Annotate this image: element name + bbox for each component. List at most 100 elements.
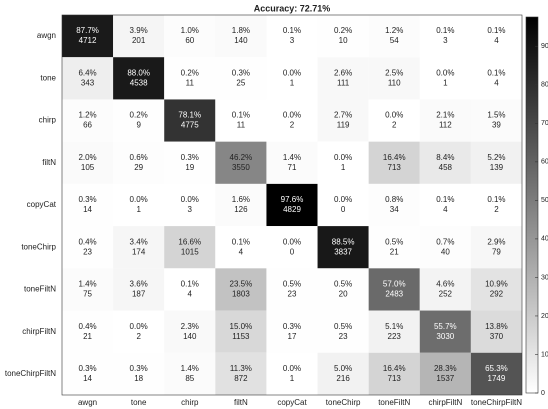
cell bbox=[266, 15, 318, 58]
cell bbox=[113, 15, 165, 58]
cell-percent: 1.6% bbox=[232, 195, 250, 204]
cell-count: 14 bbox=[83, 374, 92, 383]
cell-percent: 46.2% bbox=[230, 153, 253, 162]
cell-percent: 2.3% bbox=[181, 322, 199, 331]
cell-count: 14 bbox=[83, 205, 92, 214]
cell-percent: 8.4% bbox=[436, 153, 454, 162]
cell-count: 66 bbox=[83, 121, 92, 130]
colorbar-tick-label: 90 bbox=[541, 43, 548, 50]
cell bbox=[470, 99, 522, 142]
cell-count: 3 bbox=[290, 36, 295, 45]
cell-count: 20 bbox=[339, 290, 348, 299]
cell bbox=[215, 141, 267, 184]
cell-count: 3837 bbox=[334, 247, 352, 256]
cell-percent: 0.3% bbox=[181, 153, 199, 162]
cell-percent: 1.5% bbox=[487, 111, 505, 120]
cell-percent: 0.0% bbox=[181, 195, 199, 204]
cell-percent: 65.3% bbox=[485, 364, 508, 373]
cell-count: 75 bbox=[83, 290, 92, 299]
cell-count: 85 bbox=[185, 374, 194, 383]
cell-count: 4 bbox=[188, 290, 193, 299]
cell-count: 4829 bbox=[283, 205, 301, 214]
cell bbox=[113, 99, 165, 142]
cell-count: 112 bbox=[439, 121, 452, 130]
cell-count: 2 bbox=[494, 205, 499, 214]
y-tick-label: awgn bbox=[37, 31, 56, 40]
cell-count: 3030 bbox=[436, 332, 454, 341]
cell-count: 0 bbox=[341, 205, 346, 214]
cell-count: 105 bbox=[81, 163, 95, 172]
chart-title: Accuracy: 72.71% bbox=[254, 3, 331, 13]
cell bbox=[266, 141, 318, 184]
cell-count: 25 bbox=[236, 78, 245, 87]
y-tick-label: toneFiltN bbox=[24, 285, 56, 294]
cell-percent: 0.3% bbox=[78, 364, 96, 373]
cell bbox=[164, 310, 216, 353]
cell-percent: 78.1% bbox=[178, 111, 201, 120]
x-tick-label: chirp bbox=[181, 398, 199, 407]
cell-count: 39 bbox=[492, 121, 501, 130]
cell bbox=[215, 99, 267, 142]
cell bbox=[164, 141, 216, 184]
cell-count: 4 bbox=[239, 247, 244, 256]
cell bbox=[266, 57, 318, 100]
cell-percent: 87.7% bbox=[76, 26, 99, 35]
cell bbox=[419, 268, 471, 311]
cell-percent: 0.5% bbox=[334, 322, 352, 331]
cell bbox=[266, 99, 318, 142]
cell-count: 3550 bbox=[232, 163, 250, 172]
y-tick-label: toneChirpFiltN bbox=[5, 369, 56, 378]
cell-percent: 88.0% bbox=[127, 68, 150, 77]
cell-count: 140 bbox=[234, 36, 248, 45]
cell bbox=[215, 57, 267, 100]
cell-count: 1153 bbox=[232, 332, 250, 341]
cell-percent: 2.0% bbox=[78, 153, 96, 162]
cell bbox=[164, 15, 216, 58]
colorbar-tick-label: 50 bbox=[541, 197, 548, 204]
cell-count: 187 bbox=[132, 290, 146, 299]
cell-count: 4 bbox=[494, 78, 499, 87]
cell-count: 4775 bbox=[181, 121, 199, 130]
cell bbox=[113, 268, 165, 311]
colorbar-tick-label: 30 bbox=[541, 274, 548, 281]
cell bbox=[368, 99, 420, 142]
y-tick-label: chirpFiltN bbox=[22, 327, 56, 336]
cell-percent: 23.5% bbox=[230, 280, 253, 289]
cell-percent: 10.9% bbox=[485, 280, 508, 289]
y-tick-label: chirp bbox=[39, 116, 57, 125]
cell-percent: 0.4% bbox=[78, 322, 96, 331]
cell bbox=[470, 57, 522, 100]
cell bbox=[368, 268, 420, 311]
cell bbox=[62, 57, 114, 100]
cell-count: 79 bbox=[492, 247, 501, 256]
cell bbox=[164, 226, 216, 269]
cell bbox=[419, 141, 471, 184]
cell bbox=[317, 15, 369, 58]
cell bbox=[164, 99, 216, 142]
cell-count: 60 bbox=[185, 36, 194, 45]
colorbar-tick-label: 80 bbox=[541, 82, 548, 89]
cell bbox=[419, 57, 471, 100]
cell-count: 1 bbox=[443, 78, 448, 87]
x-tick-label: copyCat bbox=[277, 398, 307, 407]
cell-percent: 3.9% bbox=[130, 26, 148, 35]
cell-percent: 0.0% bbox=[283, 111, 301, 120]
cell-count: 23 bbox=[83, 247, 92, 256]
cell-percent: 0.1% bbox=[283, 26, 301, 35]
cell-percent: 0.4% bbox=[78, 237, 96, 246]
cell bbox=[113, 141, 165, 184]
cell bbox=[317, 352, 369, 395]
x-tick-label: tone bbox=[131, 398, 147, 407]
cell-percent: 0.2% bbox=[181, 68, 199, 77]
cell-percent: 16.4% bbox=[383, 364, 406, 373]
x-tick-label: chirpFiltN bbox=[428, 398, 462, 407]
cell-count: 3 bbox=[443, 36, 448, 45]
colorbar-tick-label: 70 bbox=[541, 120, 548, 127]
cell-count: 370 bbox=[490, 332, 504, 341]
cell-count: 4 bbox=[443, 205, 448, 214]
cell bbox=[317, 57, 369, 100]
cell-count: 139 bbox=[490, 163, 504, 172]
cell bbox=[164, 57, 216, 100]
cell-count: 17 bbox=[288, 332, 297, 341]
